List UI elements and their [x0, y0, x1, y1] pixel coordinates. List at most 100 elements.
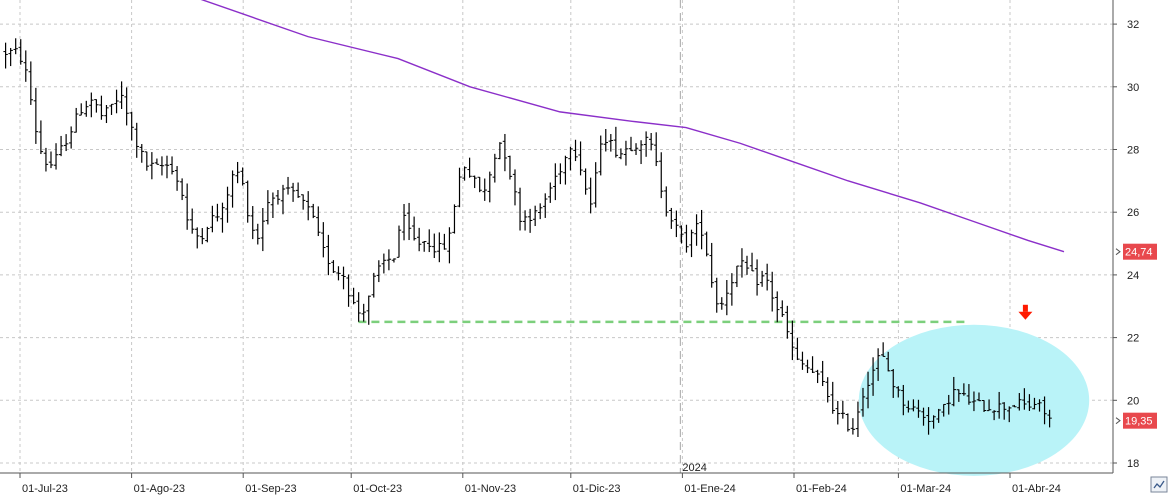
price-bars	[3, 38, 1052, 437]
last-price-badge-box	[1123, 412, 1157, 429]
price-bar	[543, 193, 548, 218]
price-bar	[583, 168, 588, 195]
price-bar	[381, 253, 387, 274]
price-bar	[664, 186, 669, 217]
price-bar	[79, 103, 84, 116]
value-badges: 24,74 19,35	[1115, 243, 1157, 429]
price-bar	[810, 356, 815, 374]
price-bar	[416, 227, 422, 252]
down-arrow-stem	[1022, 304, 1028, 312]
price-bar	[865, 371, 871, 409]
price-bar	[265, 190, 271, 225]
price-bar	[326, 234, 331, 276]
price-bar	[785, 305, 790, 339]
price-bar	[184, 183, 190, 230]
price-bar	[638, 140, 644, 165]
price-bar	[74, 107, 79, 133]
price-bar	[341, 266, 346, 290]
price-bar	[321, 222, 326, 258]
chart-settings-button[interactable]	[1150, 476, 1168, 493]
price-bar	[391, 258, 397, 263]
price-bar	[694, 214, 699, 246]
price-bar	[371, 272, 376, 298]
price-bar	[1002, 402, 1007, 420]
price-bar	[886, 351, 891, 372]
price-bar	[916, 399, 921, 418]
price-bar	[618, 148, 624, 160]
price-bar	[961, 383, 967, 396]
price-bar	[532, 205, 538, 227]
price-bar	[588, 177, 593, 214]
price-bar	[472, 175, 477, 189]
ma-value-badge-box	[1123, 243, 1157, 260]
down-arrow-icon	[1018, 304, 1033, 320]
price-bar	[467, 157, 472, 178]
price-bar	[941, 403, 946, 417]
price-bar	[53, 143, 59, 170]
price-bar	[396, 225, 402, 258]
y-tick-label: 20	[1127, 395, 1139, 407]
price-bar	[8, 47, 13, 67]
price-bar	[780, 300, 785, 317]
ma-value-badge-text: 24,74	[1125, 247, 1153, 259]
price-bar	[669, 207, 674, 229]
price-bar	[709, 242, 714, 288]
price-bar	[659, 152, 664, 199]
price-bar	[406, 202, 412, 241]
price-bar	[931, 415, 936, 429]
price-bar	[270, 192, 276, 218]
price-bar	[346, 274, 351, 307]
price-bar	[754, 259, 760, 296]
price-bar	[679, 225, 684, 244]
year-label: 2024	[682, 462, 706, 474]
price-bar	[210, 205, 215, 233]
price-bar	[220, 202, 225, 233]
price-bar	[573, 139, 578, 162]
x-tick-label: 01-Abr-24	[1012, 483, 1061, 495]
price-bar	[648, 133, 654, 151]
price-bar	[830, 381, 835, 414]
price-bar	[33, 87, 39, 144]
price-bar	[1017, 393, 1022, 411]
price-bar	[926, 407, 931, 435]
price-bar	[800, 351, 805, 370]
y-tick-label: 26	[1127, 207, 1139, 219]
price-bar	[149, 152, 155, 180]
price-bar	[840, 400, 846, 419]
last-price-badge-pointer	[1115, 417, 1121, 425]
price-bar	[699, 209, 704, 250]
price-bar	[578, 141, 583, 176]
moving-average-line	[200, 0, 1065, 253]
price-bar	[643, 131, 649, 157]
price-bar	[1022, 388, 1027, 410]
price-bar	[235, 161, 240, 184]
price-bar	[255, 223, 260, 245]
price-bar	[815, 369, 820, 384]
price-bar	[820, 360, 825, 387]
price-bar	[3, 42, 8, 69]
price-bar	[689, 229, 694, 258]
x-tick-label: 01-Jul-23	[22, 483, 68, 495]
price-bar	[946, 394, 951, 415]
price-bar	[43, 147, 49, 172]
price-bar	[538, 203, 543, 220]
axes	[0, 0, 1117, 478]
price-bar	[114, 89, 119, 114]
price-bar	[260, 207, 266, 252]
price-bar	[134, 122, 139, 158]
price-bar	[245, 180, 250, 223]
price-bar	[744, 255, 750, 275]
price-bar	[311, 203, 316, 219]
y-tick-label: 18	[1127, 458, 1139, 470]
price-bar	[860, 387, 866, 417]
corner-button-layer[interactable]	[1150, 476, 1168, 493]
price-bar	[775, 291, 780, 323]
price-bar	[361, 303, 366, 322]
y-tick-label: 24	[1127, 270, 1139, 282]
price-bar	[770, 271, 775, 312]
price-bar	[376, 260, 382, 283]
price-bar	[195, 227, 200, 249]
price-bar	[215, 203, 220, 222]
price-bar	[956, 389, 962, 402]
price-bar	[558, 163, 563, 185]
